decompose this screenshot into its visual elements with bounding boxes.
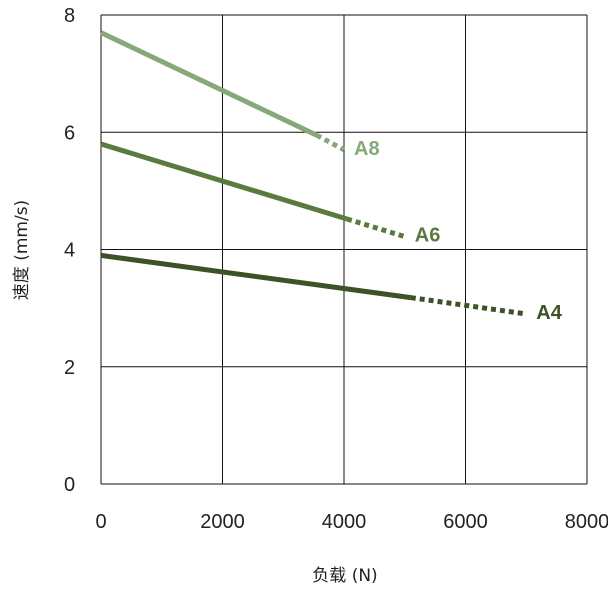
x-tick-label: 6000 [443, 511, 488, 533]
series-dotted-a6 [346, 216, 406, 239]
x-tick-label: 8000 [565, 511, 608, 533]
series-label-a6: A6 [415, 225, 441, 247]
y-tick-label: 6 [64, 122, 75, 144]
x-tick-label: 0 [95, 511, 106, 533]
series-layer [99, 30, 527, 317]
series-line-a6 [100, 141, 348, 222]
series-label-a8: A8 [354, 138, 380, 160]
grid-lines [100, 14, 588, 485]
y-tick-label: 0 [64, 474, 75, 496]
series-dotted-a4 [410, 295, 527, 317]
x-axis-label: 负载 (N) [312, 566, 377, 586]
tick-labels: 0 2000 4000 6000 8000 0 2 4 6 8 [64, 5, 608, 533]
series-line-a4 [100, 252, 412, 301]
series-dotted-a8 [315, 132, 346, 153]
y-tick-label: 2 [64, 357, 75, 379]
x-tick-label: 4000 [322, 511, 367, 533]
y-axis-label: 速度 (mm/s) [12, 200, 32, 300]
y-tick-label: 4 [64, 240, 75, 262]
series-label-a4: A4 [536, 302, 562, 324]
series-labels: A8 A6 A4 [354, 138, 563, 324]
x-tick-label: 2000 [200, 511, 245, 533]
series-line-a8 [99, 30, 318, 138]
y-tick-label: 8 [64, 5, 75, 27]
